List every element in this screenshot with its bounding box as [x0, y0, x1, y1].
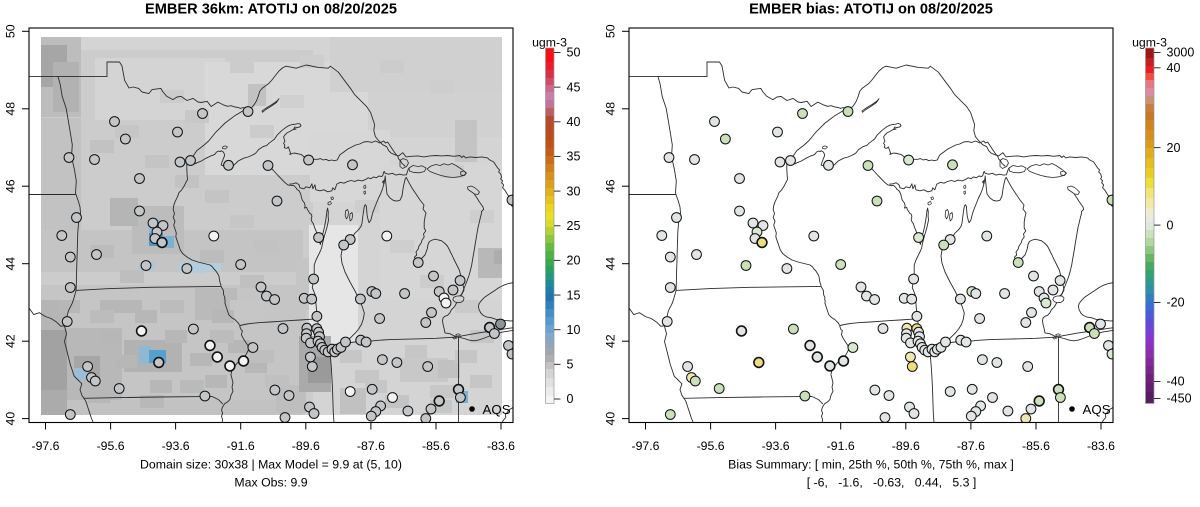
svg-text:Max Obs: 9.9: Max Obs: 9.9 [234, 476, 307, 490]
svg-text:30: 30 [567, 184, 581, 198]
svg-text:-87.6: -87.6 [957, 439, 985, 453]
svg-text:AQS: AQS [1083, 402, 1111, 417]
svg-text:25: 25 [567, 219, 581, 233]
svg-text:5: 5 [567, 358, 574, 372]
svg-text:40: 40 [604, 412, 618, 426]
svg-text:50: 50 [4, 24, 18, 38]
svg-text:-40: -40 [1167, 375, 1185, 389]
svg-text:46: 46 [4, 179, 18, 193]
svg-text:-93.6: -93.6 [162, 439, 190, 453]
svg-text:-20: -20 [1167, 296, 1185, 310]
svg-text:40: 40 [1167, 61, 1181, 75]
svg-text:-83.6: -83.6 [1087, 439, 1115, 453]
svg-text:Domain size: 30x38 | Max Model: Domain size: 30x38 | Max Model = 9.9 at … [140, 458, 402, 472]
svg-text:45: 45 [567, 80, 581, 94]
svg-text:50: 50 [604, 24, 618, 38]
svg-text:-91.6: -91.6 [227, 439, 255, 453]
svg-text:ugm-3: ugm-3 [1132, 36, 1167, 50]
svg-text:-89.6: -89.6 [892, 439, 920, 453]
svg-text:ugm-3: ugm-3 [532, 36, 567, 50]
svg-text:35: 35 [567, 150, 581, 164]
svg-text:-85.6: -85.6 [1022, 439, 1050, 453]
svg-text:-89.6: -89.6 [292, 439, 320, 453]
svg-text:48: 48 [604, 102, 618, 116]
svg-text:-95.6: -95.6 [97, 439, 125, 453]
svg-text:0: 0 [567, 392, 574, 406]
svg-text:20: 20 [567, 254, 581, 268]
svg-text:-87.6: -87.6 [357, 439, 385, 453]
svg-text:44: 44 [604, 257, 618, 271]
svg-text:-83.6: -83.6 [487, 439, 515, 453]
svg-text:Bias Summary: [ min, 25th %, 5: Bias Summary: [ min, 25th %, 50th %, 75t… [728, 458, 1014, 472]
svg-text:-91.6: -91.6 [827, 439, 855, 453]
svg-text:-93.6: -93.6 [762, 439, 790, 453]
svg-text:-95.6: -95.6 [697, 439, 725, 453]
svg-text:42: 42 [4, 334, 18, 348]
svg-text:3000: 3000 [1167, 46, 1195, 60]
svg-text:-450: -450 [1167, 392, 1192, 406]
svg-text:50: 50 [567, 46, 581, 60]
svg-text:AQS: AQS [483, 402, 511, 417]
svg-text:15: 15 [567, 288, 581, 302]
svg-text:46: 46 [604, 179, 618, 193]
svg-text:[ -6, -1.6, -0.63, 0.44,: [ -6, -1.6, -0.63, 0.44, 5.3 ] [807, 476, 977, 490]
svg-text:48: 48 [4, 102, 18, 116]
svg-text:42: 42 [604, 334, 618, 348]
svg-text:EMBER 36km: ATOTIJ on 08/20/20: EMBER 36km: ATOTIJ on 08/20/2025 [145, 2, 397, 18]
svg-text:10: 10 [567, 323, 581, 337]
svg-text:44: 44 [4, 257, 18, 271]
svg-text:0: 0 [1167, 218, 1174, 232]
svg-text:-97.6: -97.6 [31, 439, 59, 453]
svg-text:40: 40 [567, 115, 581, 129]
svg-text:-85.6: -85.6 [422, 439, 450, 453]
svg-text:EMBER bias: ATOTIJ on 08/20/20: EMBER bias: ATOTIJ on 08/20/2025 [749, 2, 993, 18]
svg-text:40: 40 [4, 412, 18, 426]
svg-text:-97.6: -97.6 [631, 439, 659, 453]
svg-text:20: 20 [1167, 141, 1181, 155]
